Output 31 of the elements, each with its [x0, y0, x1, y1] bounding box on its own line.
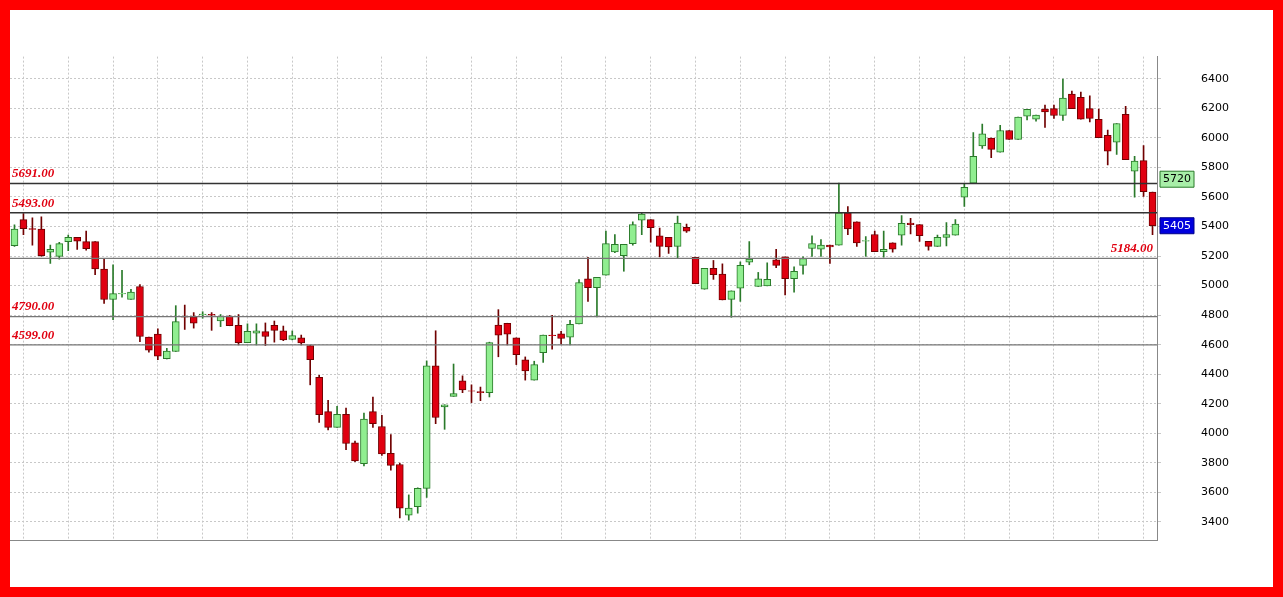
y-tick-label: 4800	[1201, 307, 1230, 321]
candlestick	[109, 264, 117, 321]
text: 5405	[1163, 218, 1192, 232]
candlestick	[817, 239, 825, 257]
y-tick-label: 3600	[1201, 485, 1230, 499]
ref-line-label: 4599.00	[11, 326, 55, 342]
y-tick-label: 5600	[1201, 189, 1230, 203]
candlestick	[584, 256, 592, 302]
y-tick-label: 3400	[1201, 514, 1230, 528]
candlestick	[808, 235, 816, 257]
y-tick-label: 4600	[1201, 337, 1230, 351]
y-tick-label: 4000	[1201, 426, 1230, 440]
ref-line-label: 5184.00	[1110, 240, 1154, 256]
ref-line-label: 4790.00	[11, 298, 55, 314]
ref-line-label: 5691.00	[12, 165, 55, 181]
candlestick	[879, 230, 888, 258]
y-tick-label: 5200	[1201, 248, 1230, 262]
text: 5720	[1163, 172, 1192, 186]
candlestick	[548, 315, 556, 350]
candlestick	[745, 241, 754, 266]
y-tick-label: 5000	[1201, 278, 1230, 292]
candlestick	[118, 270, 126, 298]
y-tick-label: 5400	[1201, 219, 1230, 233]
y-tick-label: 4200	[1201, 396, 1230, 410]
y-tick-label: 5800	[1201, 160, 1230, 174]
y-tick-label: 6200	[1201, 101, 1230, 115]
y-tick-label: 6000	[1201, 130, 1230, 144]
ref-line-label: 5493.00	[12, 194, 55, 210]
y-tick-label: 3800	[1201, 455, 1230, 469]
y-tick-label: 6400	[1201, 71, 1230, 85]
y-tick-label: 4400	[1201, 367, 1230, 381]
